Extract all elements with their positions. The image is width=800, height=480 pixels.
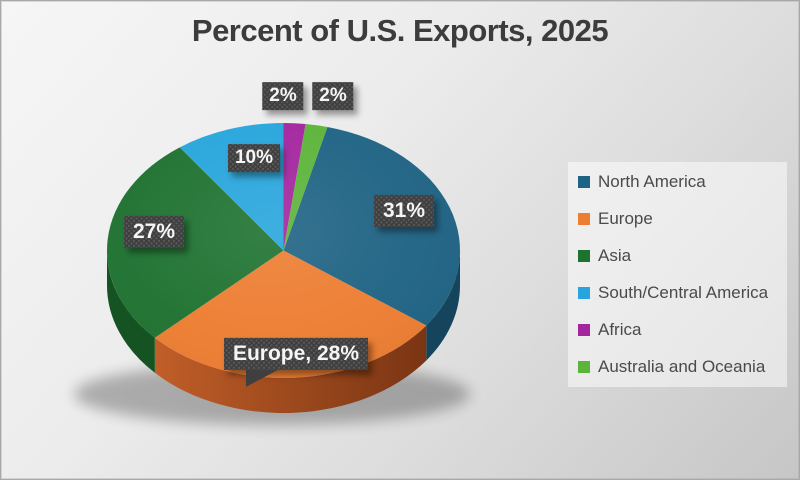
legend-item-australia-and-oceania: Australia and Oceania [578, 357, 783, 377]
legend-item-asia: Asia [578, 246, 783, 266]
legend-swatch-icon [578, 250, 590, 263]
chart-title: Percent of U.S. Exports, 2025 [191, 13, 609, 48]
pie-side-europe [154, 325, 427, 413]
pie-side-north-america [426, 250, 460, 361]
legend-swatch-icon [578, 286, 590, 299]
legend-swatch-icon [578, 360, 590, 373]
legend-label: Europe [598, 209, 653, 229]
legend-item-europe: Europe [578, 209, 783, 229]
legend-item-south-central-america: South/Central America [578, 283, 783, 303]
legend-label: North America [598, 172, 706, 192]
legend-swatch-icon [578, 213, 590, 226]
legend-label: Australia and Oceania [598, 356, 766, 376]
legend: North America Europe Asia South/Central Ame… [568, 162, 787, 387]
legend-label: Africa [598, 319, 642, 339]
legend-label: South/Central America [598, 282, 769, 302]
legend-swatch-icon [578, 176, 590, 189]
legend-item-north-america: North America [578, 172, 783, 192]
legend-item-africa: Africa [578, 320, 783, 340]
pie-gloss [107, 123, 460, 378]
legend-swatch-icon [578, 323, 590, 336]
pie-side-asia [107, 250, 155, 373]
legend-label: Asia [598, 246, 632, 266]
